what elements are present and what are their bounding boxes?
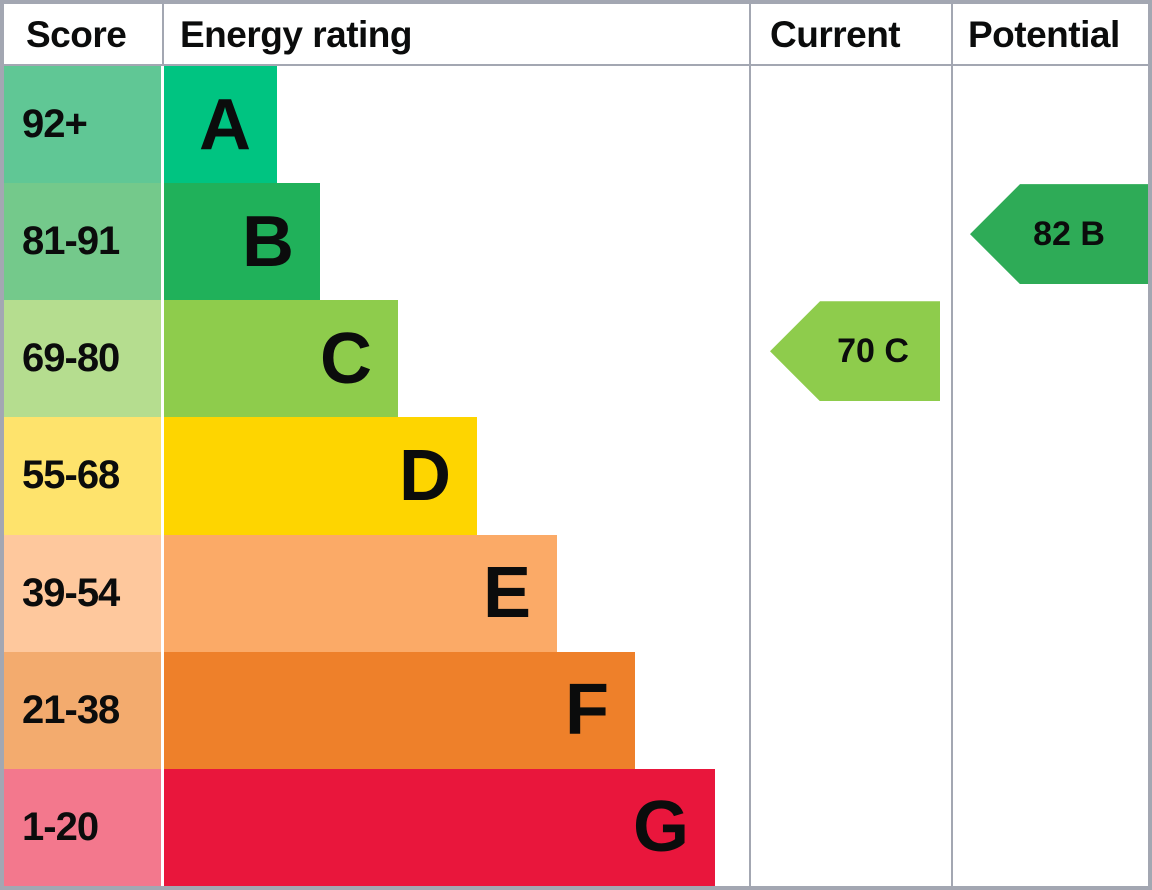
potential-arrow-label: 82 B [1033, 214, 1105, 253]
band-row-b: 81-91 B [4, 183, 1148, 301]
rating-letter: A [199, 84, 251, 165]
potential-header-label: Potential [968, 14, 1120, 55]
band-row-a: 92+ A [4, 66, 1148, 184]
rating-letter: D [399, 435, 451, 516]
band-row-e: 39-54 E [4, 534, 1148, 652]
rating-band: D [164, 417, 477, 535]
score-column-divider [162, 4, 164, 66]
band-row-d: 55-68 D [4, 417, 1148, 535]
score-range-label: 39-54 [22, 570, 120, 615]
score-cell: 21-38 [4, 651, 161, 769]
rating-letter: G [632, 787, 689, 868]
rating-letter: E [482, 553, 531, 634]
current-column-divider [749, 4, 751, 886]
header-divider [4, 64, 1148, 66]
score-cell: 1-20 [4, 768, 161, 886]
score-cell: 69-80 [4, 300, 161, 418]
score-header-label: Score [26, 14, 127, 55]
band-row-g: 1-20 G [4, 768, 1148, 886]
rating-letter: B [242, 201, 294, 282]
score-range-label: 55-68 [22, 453, 120, 498]
energy-rating-header-label: Energy rating [180, 14, 413, 55]
rating-band: C [164, 300, 398, 418]
score-cell: 92+ [4, 66, 161, 184]
score-cell: 81-91 [4, 183, 161, 301]
rating-band: A [164, 66, 277, 184]
potential-column-divider [951, 4, 953, 886]
current-header-label: Current [770, 14, 901, 55]
score-cell: 39-54 [4, 534, 161, 652]
current-arrow-label: 70 C [837, 331, 909, 370]
score-range-label: 1-20 [22, 804, 99, 849]
score-range-label: 81-91 [22, 219, 120, 264]
rating-band: G [164, 768, 715, 886]
score-range-label: 69-80 [22, 336, 120, 381]
score-range-label: 21-38 [22, 687, 120, 732]
score-range-label: 92+ [22, 102, 88, 147]
rating-band: B [164, 183, 320, 301]
band-row-f: 21-38 F [4, 651, 1148, 769]
rating-letter: F [565, 670, 609, 751]
band-rows: 92+ A 81-91 B 69-80 C 55-68 [4, 66, 1148, 886]
band-row-c: 69-80 C [4, 300, 1148, 418]
rating-band: E [164, 534, 557, 652]
score-cell: 55-68 [4, 417, 161, 535]
rating-band: F [164, 651, 635, 769]
rating-letter: C [320, 318, 372, 399]
